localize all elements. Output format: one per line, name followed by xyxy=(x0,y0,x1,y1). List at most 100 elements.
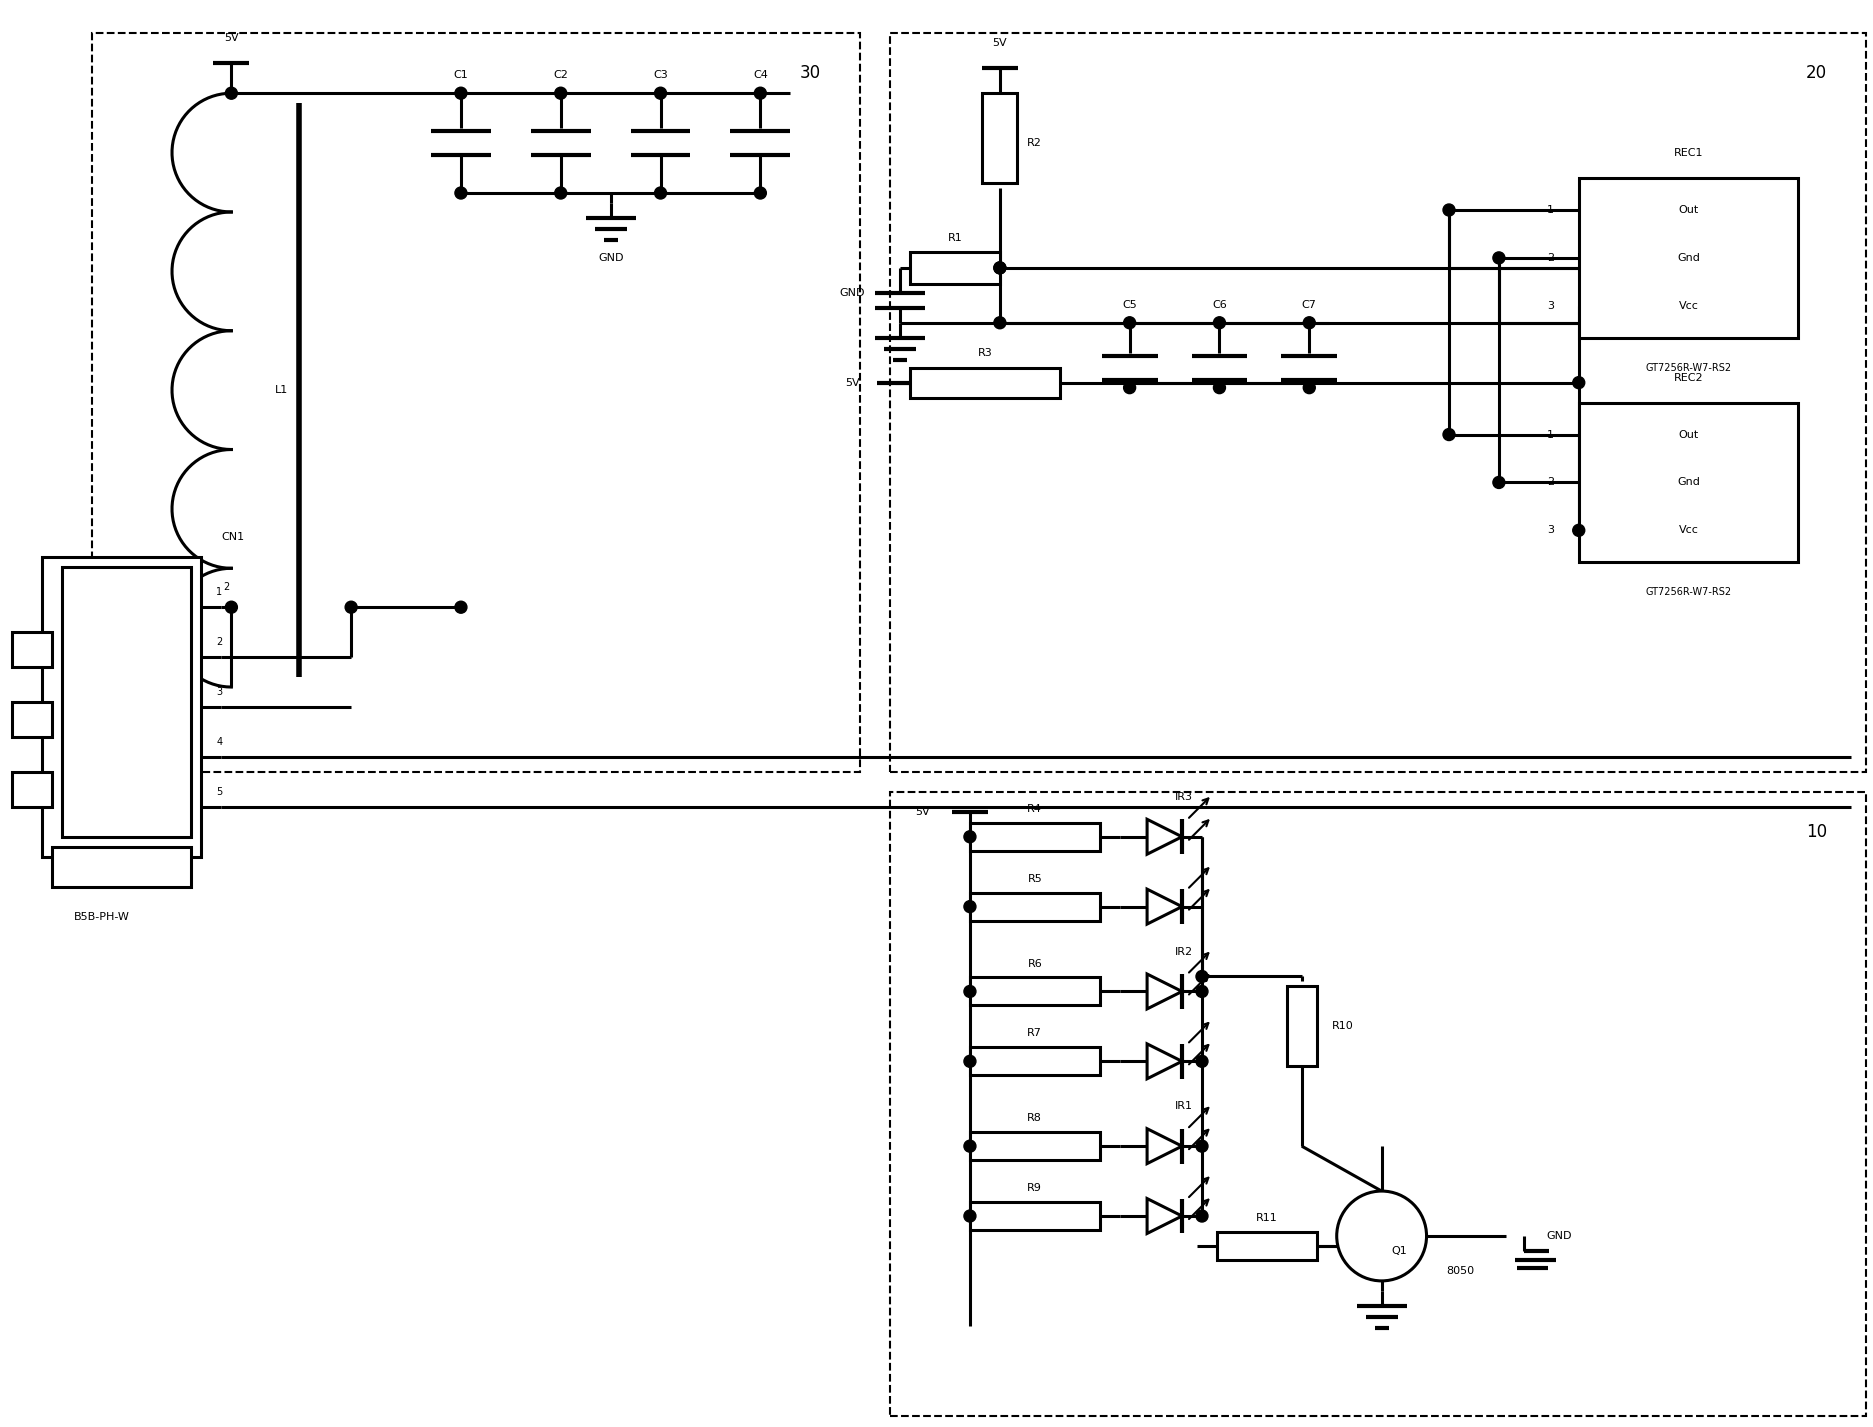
Circle shape xyxy=(345,601,358,614)
Circle shape xyxy=(1214,317,1225,328)
Text: 8050: 8050 xyxy=(1446,1266,1474,1276)
Circle shape xyxy=(995,263,1006,274)
Text: 5V: 5V xyxy=(845,378,860,388)
Text: R6: R6 xyxy=(1028,959,1041,969)
Text: IR3: IR3 xyxy=(1174,792,1193,802)
Text: R5: R5 xyxy=(1028,873,1041,883)
Circle shape xyxy=(1214,381,1225,394)
Text: R4: R4 xyxy=(1028,803,1041,813)
Bar xyxy=(983,93,1017,183)
Bar xyxy=(41,558,202,856)
Circle shape xyxy=(1493,253,1504,264)
Circle shape xyxy=(554,187,568,198)
Text: 5V: 5V xyxy=(993,39,1008,49)
Circle shape xyxy=(1337,1192,1427,1281)
Bar xyxy=(62,568,191,836)
Circle shape xyxy=(965,900,976,913)
Text: R9: R9 xyxy=(1028,1183,1041,1193)
Text: 30: 30 xyxy=(800,64,820,83)
Bar xyxy=(970,977,1099,1006)
Bar xyxy=(1287,986,1317,1066)
Text: GND: GND xyxy=(839,288,865,298)
Text: C2: C2 xyxy=(553,70,568,80)
Text: Gnd: Gnd xyxy=(1676,253,1701,263)
Text: 1: 1 xyxy=(1547,430,1555,440)
Text: GT7256R-W7-RS2: GT7256R-W7-RS2 xyxy=(1646,588,1733,598)
Circle shape xyxy=(654,87,667,100)
Bar xyxy=(910,368,1060,398)
Bar xyxy=(910,253,1000,284)
Circle shape xyxy=(455,601,466,614)
Circle shape xyxy=(225,87,238,100)
Circle shape xyxy=(995,263,1006,274)
Text: 5V: 5V xyxy=(225,33,238,43)
Circle shape xyxy=(225,601,238,614)
Text: Gnd: Gnd xyxy=(1676,478,1701,488)
Polygon shape xyxy=(1146,1129,1182,1163)
Bar xyxy=(970,1202,1099,1230)
Polygon shape xyxy=(1146,889,1182,925)
Circle shape xyxy=(455,187,466,198)
Bar xyxy=(1579,178,1798,338)
Circle shape xyxy=(554,87,568,100)
Circle shape xyxy=(1493,477,1504,488)
Text: 2: 2 xyxy=(217,636,223,646)
Circle shape xyxy=(965,1210,976,1222)
Text: Vcc: Vcc xyxy=(1678,301,1699,311)
Circle shape xyxy=(455,87,466,100)
Circle shape xyxy=(654,187,667,198)
Bar xyxy=(890,33,1866,772)
Circle shape xyxy=(965,986,976,997)
Text: 2: 2 xyxy=(1547,478,1555,488)
Text: R7: R7 xyxy=(1028,1029,1041,1039)
Bar xyxy=(970,823,1099,850)
Text: 1: 1 xyxy=(1547,205,1555,215)
Text: B5B-PH-W: B5B-PH-W xyxy=(73,912,129,922)
Circle shape xyxy=(1304,317,1315,328)
Text: IR1: IR1 xyxy=(1174,1102,1193,1112)
Bar xyxy=(11,632,52,666)
Text: C7: C7 xyxy=(1302,300,1317,310)
Text: 5V: 5V xyxy=(916,806,931,816)
Text: R1: R1 xyxy=(948,233,963,243)
Circle shape xyxy=(1197,986,1208,997)
Polygon shape xyxy=(1146,819,1182,855)
Circle shape xyxy=(1573,524,1585,537)
Bar xyxy=(92,33,860,772)
Text: Q1: Q1 xyxy=(1392,1246,1407,1256)
Text: C5: C5 xyxy=(1122,300,1137,310)
Text: IR2: IR2 xyxy=(1174,946,1193,956)
Bar xyxy=(11,702,52,736)
Text: 10: 10 xyxy=(1806,823,1826,841)
Text: 5: 5 xyxy=(217,786,223,796)
Bar xyxy=(1579,402,1798,562)
Circle shape xyxy=(1124,381,1135,394)
Bar xyxy=(52,846,191,886)
Text: 4: 4 xyxy=(217,736,223,746)
Circle shape xyxy=(965,1056,976,1067)
Text: R10: R10 xyxy=(1332,1022,1354,1032)
Polygon shape xyxy=(1146,1045,1182,1079)
Text: Out: Out xyxy=(1678,430,1699,440)
Circle shape xyxy=(1442,204,1455,215)
Polygon shape xyxy=(1146,1199,1182,1233)
Text: 3: 3 xyxy=(1547,525,1555,535)
Text: 3: 3 xyxy=(1547,301,1555,311)
Circle shape xyxy=(965,1140,976,1152)
Circle shape xyxy=(1197,970,1208,982)
Text: R2: R2 xyxy=(1028,138,1041,148)
Text: GT7256R-W7-RS2: GT7256R-W7-RS2 xyxy=(1646,362,1733,372)
Circle shape xyxy=(995,317,1006,328)
Circle shape xyxy=(1124,317,1135,328)
Bar xyxy=(1217,1232,1317,1260)
Text: GND: GND xyxy=(597,253,624,263)
Text: 1: 1 xyxy=(217,588,223,598)
Bar xyxy=(11,772,52,806)
Text: C6: C6 xyxy=(1212,300,1227,310)
Text: GND: GND xyxy=(1547,1232,1571,1241)
Circle shape xyxy=(965,831,976,843)
Circle shape xyxy=(1197,1140,1208,1152)
Text: REC1: REC1 xyxy=(1674,148,1703,158)
Polygon shape xyxy=(1146,975,1182,1009)
Text: CN1: CN1 xyxy=(221,532,245,542)
